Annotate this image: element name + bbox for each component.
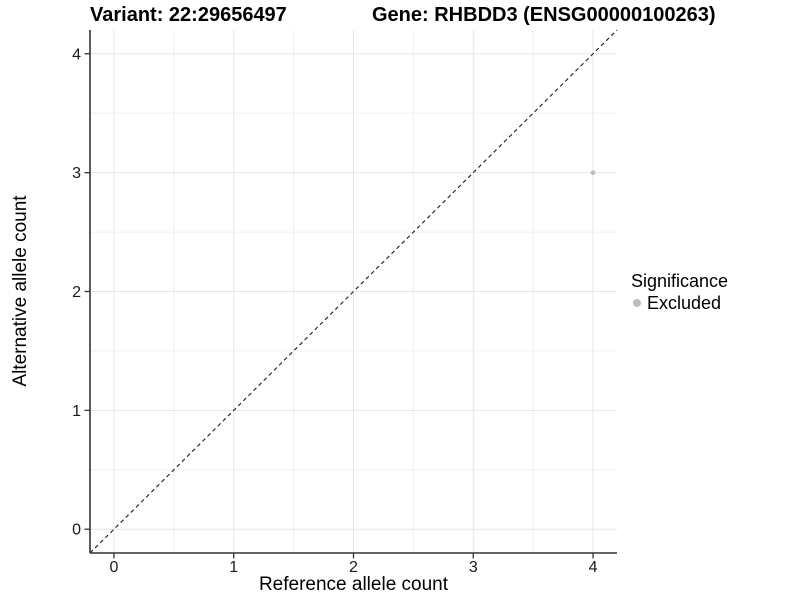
x-tick-label: 3 <box>469 559 478 576</box>
legend-entry-label: Excluded <box>647 293 722 313</box>
data-point <box>590 170 596 176</box>
y-tick-label: 0 <box>72 522 81 539</box>
y-tick-label: 1 <box>72 403 81 420</box>
legend-entry: Excluded <box>631 292 728 314</box>
identity-line <box>89 29 618 554</box>
y-tick-label: 4 <box>72 46 81 63</box>
x-axis-title: Reference allele count <box>258 574 449 595</box>
plot-title-variant: Variant: 22:29656497 <box>90 4 287 26</box>
x-tick-label: 0 <box>110 559 119 576</box>
legend-point-swatch <box>633 299 641 307</box>
x-tick-label: 2 <box>349 559 358 576</box>
plot-title-gene: Gene: RHBDD3 (ENSG00000100263) <box>372 4 716 26</box>
x-tick-label: 1 <box>229 559 238 576</box>
y-tick-label: 3 <box>72 165 81 182</box>
x-tick-label: 4 <box>589 559 598 576</box>
y-tick-label: 2 <box>72 284 81 301</box>
y-axis-title: Alternative allele count <box>10 195 31 387</box>
legend-entries: Excluded <box>631 292 728 314</box>
legend: Significance Excluded <box>631 270 728 314</box>
legend-title: Significance <box>631 271 729 291</box>
